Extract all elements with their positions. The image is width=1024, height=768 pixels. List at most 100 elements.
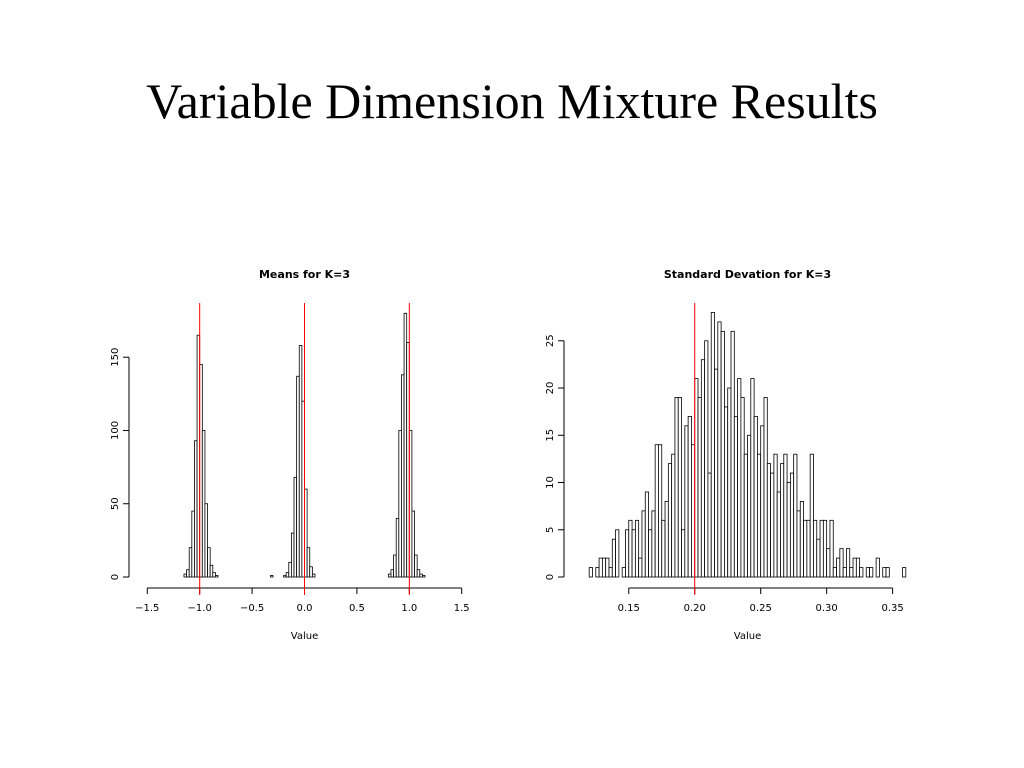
bar bbox=[667, 463, 673, 578]
bar bbox=[727, 387, 732, 578]
bar bbox=[852, 557, 857, 578]
bar bbox=[611, 538, 616, 578]
x-tick-label: 0.30 bbox=[816, 603, 838, 614]
bar bbox=[644, 491, 649, 578]
bar bbox=[756, 453, 762, 578]
bar bbox=[740, 397, 745, 578]
bar bbox=[875, 557, 880, 578]
bar bbox=[608, 567, 613, 578]
bar bbox=[605, 557, 610, 578]
bar bbox=[733, 415, 739, 578]
bar bbox=[309, 566, 313, 578]
bar bbox=[598, 557, 603, 578]
bar bbox=[615, 529, 620, 578]
bar bbox=[684, 425, 689, 578]
bar bbox=[786, 482, 791, 578]
bar bbox=[306, 547, 311, 578]
bar bbox=[753, 415, 758, 578]
bar bbox=[588, 567, 593, 578]
bar bbox=[625, 529, 630, 578]
bar bbox=[799, 501, 804, 578]
bar bbox=[865, 567, 870, 578]
bar bbox=[658, 444, 663, 578]
x-tick-label: −0.5 bbox=[240, 603, 264, 614]
bar bbox=[648, 529, 653, 578]
y-tick-label: 0 bbox=[545, 574, 556, 580]
x-axis-label: Value bbox=[734, 631, 761, 642]
bar bbox=[822, 519, 828, 578]
y-tick-label: 5 bbox=[545, 527, 556, 533]
bar bbox=[209, 564, 214, 578]
bar bbox=[829, 519, 834, 578]
bar bbox=[776, 491, 781, 578]
bar bbox=[270, 575, 274, 578]
bar bbox=[634, 519, 640, 578]
bar bbox=[780, 463, 785, 578]
bar bbox=[601, 557, 607, 578]
bar bbox=[763, 397, 768, 578]
bar bbox=[724, 406, 729, 578]
bar bbox=[737, 378, 742, 578]
bar bbox=[770, 472, 775, 578]
bar bbox=[813, 519, 818, 578]
x-tick-label: 0.35 bbox=[881, 603, 903, 614]
bar bbox=[215, 575, 219, 578]
x-tick-label: 0.20 bbox=[684, 603, 706, 614]
y-tick-label: 20 bbox=[545, 382, 556, 395]
bar bbox=[717, 321, 722, 578]
bar bbox=[809, 453, 814, 578]
y-tick-label: 10 bbox=[545, 476, 556, 489]
bar bbox=[819, 519, 824, 578]
bar bbox=[730, 330, 735, 578]
x-tick-label: 0.25 bbox=[750, 603, 772, 614]
bar bbox=[766, 463, 771, 578]
bar bbox=[747, 434, 752, 578]
bar bbox=[204, 503, 208, 578]
bar bbox=[422, 575, 426, 578]
bar bbox=[803, 519, 808, 578]
x-tick-label: −1.0 bbox=[188, 603, 212, 614]
bar bbox=[859, 567, 864, 578]
bar bbox=[641, 510, 646, 578]
bar bbox=[671, 453, 676, 578]
bar bbox=[849, 567, 854, 578]
bar bbox=[789, 472, 795, 578]
bar bbox=[687, 415, 692, 578]
bar bbox=[836, 557, 841, 578]
bar bbox=[631, 529, 636, 578]
bar bbox=[212, 572, 216, 578]
bar bbox=[704, 340, 709, 578]
bar bbox=[677, 397, 682, 578]
y-tick-label: 15 bbox=[545, 429, 556, 442]
bar bbox=[628, 519, 633, 578]
y-tick-label: 25 bbox=[545, 334, 556, 347]
bar bbox=[681, 529, 686, 578]
bar bbox=[832, 567, 837, 578]
bar bbox=[714, 368, 719, 578]
bar bbox=[654, 444, 659, 578]
bar bbox=[416, 569, 421, 578]
bar bbox=[621, 567, 626, 578]
bar bbox=[773, 453, 778, 578]
x-tick-label: 0.5 bbox=[349, 603, 365, 614]
y-tick-label: 150 bbox=[110, 348, 121, 367]
bar bbox=[710, 312, 715, 578]
x-tick-label: 0.15 bbox=[618, 603, 640, 614]
x-tick-label: 0.0 bbox=[297, 603, 313, 614]
y-tick-label: 0 bbox=[110, 574, 121, 580]
bar bbox=[697, 397, 702, 578]
bar bbox=[882, 567, 887, 578]
bar bbox=[720, 330, 725, 578]
bar bbox=[806, 519, 811, 578]
bar bbox=[700, 359, 706, 578]
bar bbox=[638, 557, 643, 578]
bar bbox=[743, 453, 748, 578]
bar bbox=[707, 472, 712, 578]
bar bbox=[674, 397, 679, 578]
bar bbox=[651, 510, 656, 578]
bar bbox=[207, 547, 211, 578]
bar bbox=[664, 501, 669, 578]
bar bbox=[869, 567, 874, 578]
bar bbox=[411, 510, 415, 578]
